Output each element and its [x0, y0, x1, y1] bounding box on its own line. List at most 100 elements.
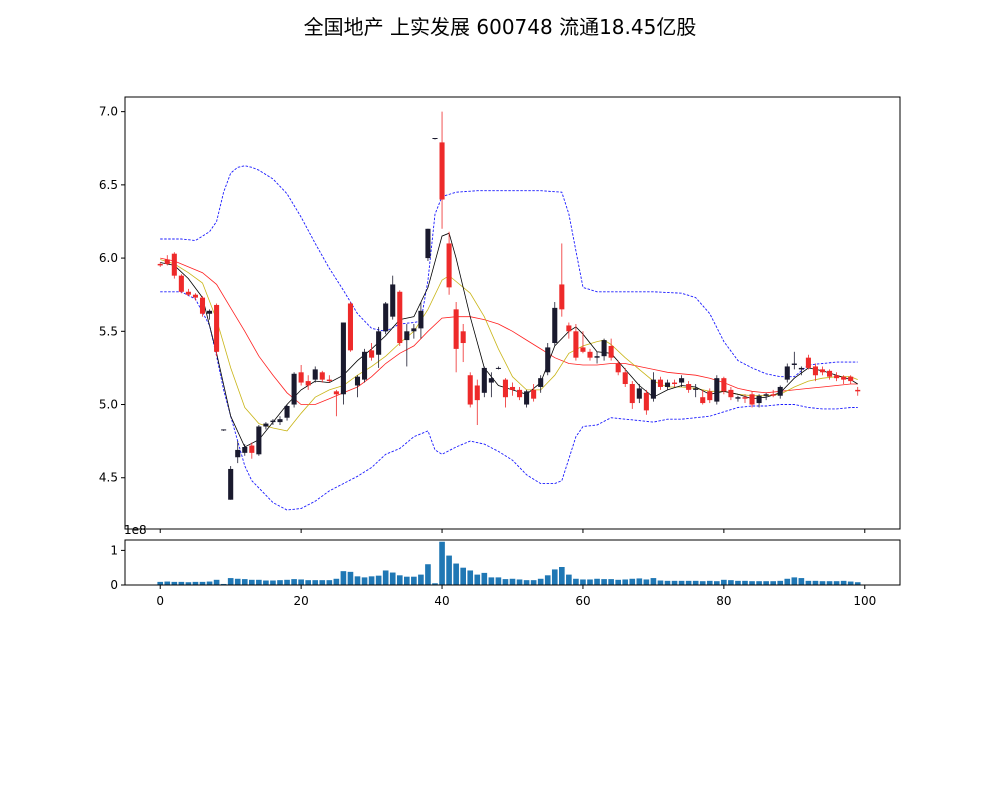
volume-bar	[699, 581, 706, 585]
volume-bar	[587, 579, 593, 585]
volume-bar	[594, 578, 600, 585]
candle-body	[221, 429, 227, 431]
candle-body	[178, 275, 184, 292]
volume-offset-label: 1e8	[124, 523, 147, 537]
candle-body	[742, 397, 748, 399]
candle	[657, 376, 663, 390]
candle-body	[439, 142, 445, 200]
candle	[439, 111, 445, 229]
candle	[841, 375, 847, 385]
candle-body	[284, 405, 290, 418]
candle	[277, 416, 283, 426]
volume-bar	[833, 581, 840, 585]
volume-bar	[650, 578, 657, 585]
volume-x-tick-label: 60	[575, 594, 590, 608]
candle-body	[446, 243, 452, 288]
candle-body	[707, 391, 713, 401]
volume-bar	[551, 569, 558, 585]
candle-body	[686, 384, 692, 390]
candle	[559, 243, 565, 317]
candle-body	[192, 294, 198, 298]
volume-bar	[375, 575, 382, 585]
candle	[249, 442, 255, 459]
volume-bar	[256, 579, 262, 585]
volume-bar	[791, 577, 798, 585]
volume-bar	[234, 578, 241, 585]
candle-body	[404, 331, 410, 341]
volume-bar	[396, 575, 403, 585]
candle-body	[643, 392, 649, 411]
candle-body	[277, 419, 283, 423]
volume-bar	[340, 571, 347, 585]
candle-body	[777, 386, 783, 396]
candle-body	[770, 394, 776, 396]
candle	[819, 366, 826, 376]
candle	[326, 375, 332, 383]
price-x-ticks	[159, 529, 866, 533]
candle	[411, 323, 417, 339]
volume-bar	[206, 581, 213, 585]
candle	[629, 381, 635, 409]
candle	[270, 419, 276, 426]
ma10-line	[160, 259, 858, 432]
volume-bar	[157, 581, 164, 585]
candle	[587, 348, 593, 361]
candle-body	[453, 309, 459, 349]
candle	[319, 370, 325, 383]
volume-bar	[671, 580, 678, 585]
candle-body	[214, 304, 220, 352]
candle	[721, 376, 727, 395]
candle	[333, 389, 339, 417]
candle	[756, 394, 762, 408]
volume-bar	[481, 572, 488, 585]
volume-bar	[249, 579, 255, 585]
volume-y-tick-label: 0	[110, 578, 118, 592]
volume-bar	[523, 580, 530, 585]
candle-body	[411, 328, 417, 332]
candle	[460, 323, 466, 363]
candle-body	[531, 389, 537, 399]
candle	[672, 379, 678, 387]
candle-body	[263, 423, 269, 427]
candle-body	[517, 389, 523, 398]
chart-title: 全国地产 上实发展 600748 流通18.45亿股	[304, 15, 697, 39]
candle	[827, 369, 833, 380]
candle-body	[679, 378, 685, 383]
candle	[679, 375, 685, 387]
volume-bar	[263, 580, 269, 585]
volume-bar	[798, 578, 805, 585]
candle	[538, 375, 544, 393]
candle-body	[481, 367, 487, 393]
price-y-tick-label: 4.5	[99, 471, 118, 485]
candle	[235, 441, 241, 464]
candle	[580, 331, 586, 354]
volume-bar	[706, 580, 713, 585]
candle-body	[242, 446, 248, 453]
candle	[805, 354, 811, 370]
candle-body	[615, 363, 621, 373]
volume-bar	[305, 580, 311, 585]
candle	[164, 255, 170, 266]
candle-body	[834, 375, 840, 379]
candle-body	[749, 394, 755, 405]
candle	[467, 372, 473, 408]
volume-bar	[805, 580, 812, 585]
candle-body	[418, 310, 424, 329]
volume-bar	[714, 581, 720, 585]
volume-bar	[728, 580, 734, 585]
volume-bar	[446, 555, 452, 585]
price-y-tick-label: 5.0	[99, 398, 118, 412]
candle	[495, 366, 501, 370]
candle	[214, 303, 220, 357]
volume-bar	[241, 579, 248, 585]
volume-bar	[411, 576, 417, 585]
candle-body	[629, 384, 635, 404]
candle	[517, 386, 523, 401]
candle-body	[545, 347, 551, 373]
candle-body	[763, 394, 769, 396]
price-y-tick-label: 6.0	[99, 251, 118, 265]
price-plot-area	[125, 97, 900, 529]
candle	[791, 351, 797, 370]
candle-body	[460, 331, 466, 344]
volume-bar	[171, 581, 178, 585]
